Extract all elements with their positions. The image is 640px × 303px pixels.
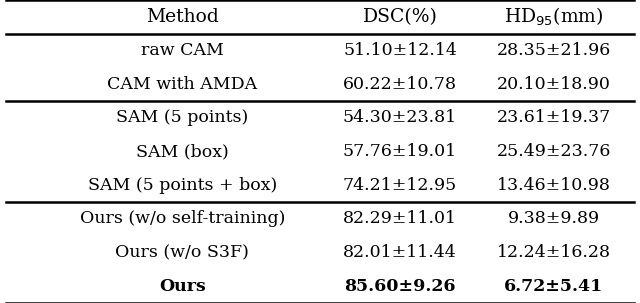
Text: DSC(%): DSC(%)	[363, 8, 437, 26]
Text: 6.72±5.41: 6.72±5.41	[504, 278, 604, 295]
Text: CAM with AMDA: CAM with AMDA	[108, 76, 257, 93]
Text: 60.22±10.78: 60.22±10.78	[343, 76, 457, 93]
Text: 23.61±19.37: 23.61±19.37	[497, 109, 611, 126]
Text: raw CAM: raw CAM	[141, 42, 224, 59]
Text: 25.49±23.76: 25.49±23.76	[497, 143, 611, 160]
Text: SAM (5 points + box): SAM (5 points + box)	[88, 177, 277, 194]
Text: Ours (w/o S3F): Ours (w/o S3F)	[115, 244, 250, 261]
Text: 12.24±16.28: 12.24±16.28	[497, 244, 611, 261]
Text: HD$_{95}$(mm): HD$_{95}$(mm)	[504, 6, 604, 28]
Text: Ours (w/o self-training): Ours (w/o self-training)	[80, 210, 285, 227]
Text: 20.10±18.90: 20.10±18.90	[497, 76, 611, 93]
Text: 13.46±10.98: 13.46±10.98	[497, 177, 611, 194]
Text: 74.21±12.95: 74.21±12.95	[343, 177, 457, 194]
Text: Ours: Ours	[159, 278, 206, 295]
Text: 57.76±19.01: 57.76±19.01	[343, 143, 457, 160]
Text: 82.01±11.44: 82.01±11.44	[343, 244, 457, 261]
Text: 9.38±9.89: 9.38±9.89	[508, 210, 600, 227]
Text: 51.10±12.14: 51.10±12.14	[343, 42, 457, 59]
Text: 85.60±9.26: 85.60±9.26	[344, 278, 456, 295]
Text: 82.29±11.01: 82.29±11.01	[343, 210, 457, 227]
Text: SAM (box): SAM (box)	[136, 143, 228, 160]
Text: 54.30±23.81: 54.30±23.81	[343, 109, 457, 126]
Text: SAM (5 points): SAM (5 points)	[116, 109, 248, 126]
Text: 28.35±21.96: 28.35±21.96	[497, 42, 611, 59]
Text: Method: Method	[146, 8, 219, 26]
